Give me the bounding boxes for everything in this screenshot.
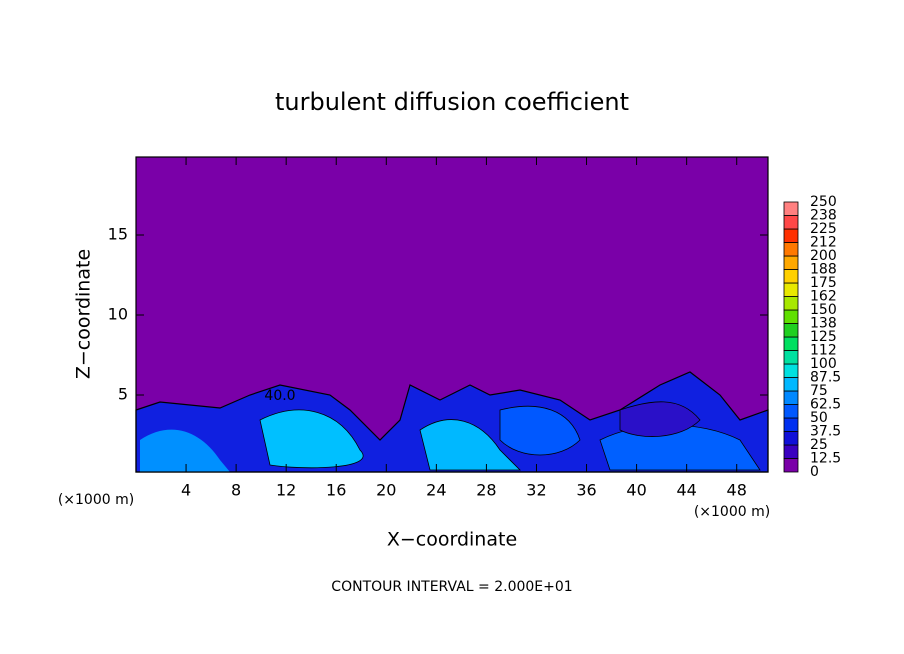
x-unit-label: (×1000 m): [58, 492, 134, 508]
colorbar-box: [783, 350, 799, 365]
colorbar-box: [783, 363, 799, 378]
x-axis-title: X−coordinate: [387, 529, 517, 551]
x-tick-label: 40: [626, 481, 646, 500]
y-tick-label: 10: [108, 305, 128, 324]
x-tick-label: 28: [476, 481, 496, 500]
colorbar-box: [783, 215, 799, 230]
colorbar-box: [783, 323, 799, 338]
colorbar-box: [783, 296, 799, 311]
y-axis-title: Z−coordinate: [73, 249, 95, 379]
colorbar-label: 162: [810, 289, 837, 305]
colorbar-label: 100: [810, 356, 837, 372]
colorbar-box: [783, 242, 799, 257]
x-tick-label: 24: [426, 481, 446, 500]
colorbar-box: [783, 404, 799, 419]
contour-label: 40.0: [264, 388, 295, 404]
x-tick-label: 20: [376, 481, 396, 500]
field: 40.0: [135, 156, 769, 473]
colorbar-label: 200: [810, 248, 837, 264]
colorbar-box: [783, 458, 799, 473]
colorbar-label: 188: [810, 262, 837, 278]
colorbar-label: 150: [810, 302, 837, 318]
colorbar-label: 125: [810, 329, 837, 345]
y-tick-label: 5: [118, 385, 128, 404]
x-tick-label: 16: [326, 481, 346, 500]
x-tick-label: 48: [727, 481, 747, 500]
colorbar-label: 0: [810, 464, 819, 480]
y-tick-label: 15: [108, 225, 128, 244]
field-patch: [499, 405, 581, 456]
colorbar-label: 138: [810, 316, 837, 332]
x-tick-label: 44: [676, 481, 696, 500]
colorbar-label: 12.5: [810, 451, 841, 467]
colorbar-box: [783, 255, 799, 270]
field-patch: [140, 429, 230, 472]
colorbar-label: 225: [810, 221, 837, 237]
colorbar-label: 62.5: [810, 397, 841, 413]
field-patch: [619, 401, 701, 437]
colorbar-label: 25: [810, 437, 828, 453]
chart-title: turbulent diffusion coefficient: [275, 88, 629, 116]
x-tick-label: 12: [276, 481, 296, 500]
colorbar-box: [783, 269, 799, 284]
x-tick-label: 4: [181, 481, 191, 500]
x-tick-label: 8: [231, 481, 241, 500]
colorbar-label: 112: [810, 343, 837, 359]
colorbar-box: [783, 417, 799, 432]
colorbar-box: [783, 282, 799, 297]
field-patch: [259, 409, 364, 469]
colorbar-label: 175: [810, 275, 837, 291]
footer-note: CONTOUR INTERVAL = 2.000E+01: [331, 579, 572, 595]
colorbar-box: [783, 228, 799, 243]
colorbar-label: 50: [810, 410, 828, 426]
x-unit-label: (×1000 m): [694, 504, 770, 520]
colorbar-box: [783, 377, 799, 392]
colorbar-box: [783, 444, 799, 459]
colorbar-label: 37.5: [810, 424, 841, 440]
colorbar-label: 212: [810, 235, 837, 251]
colorbar-box: [783, 390, 799, 405]
field-patch: [419, 419, 521, 471]
colorbar-box: [783, 431, 799, 446]
colorbar-label: 250: [810, 194, 837, 210]
colorbar-label: 87.5: [810, 370, 841, 386]
colorbar-box: [783, 201, 799, 216]
x-tick-label: 36: [576, 481, 596, 500]
colorbar-label: 75: [810, 383, 828, 399]
colorbar-box: [783, 336, 799, 351]
colorbar-box: [783, 309, 799, 324]
colorbar-label: 238: [810, 208, 837, 224]
x-tick-label: 32: [526, 481, 546, 500]
